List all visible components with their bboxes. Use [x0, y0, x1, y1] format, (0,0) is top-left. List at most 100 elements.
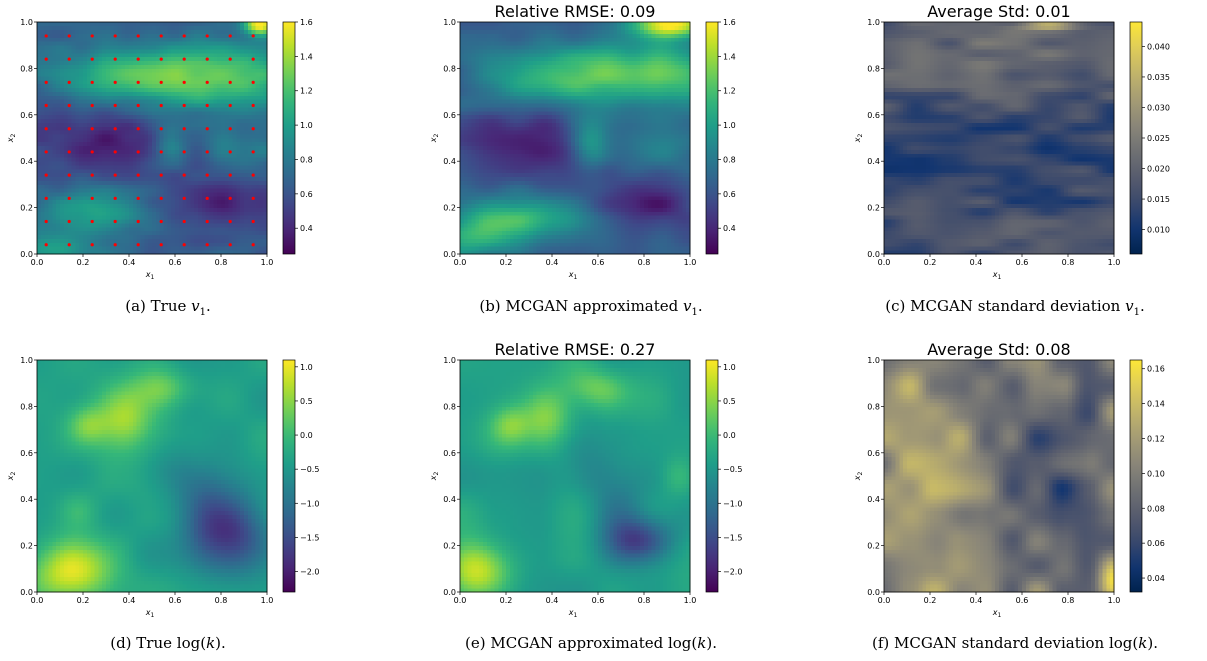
heatmap-cell: [171, 165, 175, 169]
heatmap-cell: [190, 65, 194, 69]
heatmap-cell: [118, 45, 122, 49]
heatmap-cell: [144, 223, 148, 227]
heatmap-cell: [133, 95, 137, 99]
heatmap-cell: [98, 211, 102, 215]
heatmap-cell: [187, 227, 191, 231]
heatmap-cell: [525, 231, 529, 235]
heatmap-cell: [514, 211, 518, 215]
heatmap-cell: [256, 68, 260, 72]
heatmap-cell: [49, 239, 53, 243]
heatmap-cell: [495, 161, 499, 165]
heatmap-cell: [175, 181, 179, 185]
heatmap-cell: [506, 41, 510, 45]
heatmap-cell: [171, 119, 175, 123]
heatmap-cell: [514, 26, 518, 30]
heatmap-cell: [506, 84, 510, 88]
heatmap-cell: [483, 34, 487, 38]
heatmap-cell: [502, 165, 506, 169]
heatmap-cell: [52, 173, 56, 177]
heatmap-cell: [164, 142, 168, 146]
heatmap-cell: [110, 169, 114, 173]
heatmap-cell: [179, 208, 183, 212]
heatmap-cell: [171, 231, 175, 235]
heatmap-cell: [213, 146, 217, 150]
observation-point: [45, 34, 48, 37]
heatmap-cell: [213, 177, 217, 181]
heatmap-cell: [152, 196, 156, 200]
heatmap-cell: [175, 34, 179, 38]
heatmap-cell: [87, 107, 91, 111]
heatmap-cell: [240, 227, 244, 231]
heatmap-cell: [187, 123, 191, 127]
heatmap-cell: [56, 242, 60, 246]
heatmap-cell: [502, 41, 506, 45]
heatmap-cell: [190, 223, 194, 227]
heatmap-cell: [141, 246, 145, 250]
heatmap-cell: [194, 34, 198, 38]
heatmap-cell: [171, 215, 175, 219]
heatmap-cell: [160, 184, 164, 188]
heatmap-cell: [183, 111, 187, 115]
heatmap-cell: [106, 84, 110, 88]
heatmap-cell: [183, 22, 187, 26]
heatmap-cell: [49, 204, 53, 208]
heatmap-cell: [514, 126, 518, 130]
heatmap-cell: [75, 26, 79, 30]
heatmap-cell: [83, 239, 87, 243]
heatmap-cell: [217, 68, 221, 72]
heatmap-cell: [98, 111, 102, 115]
heatmap-cell: [167, 181, 171, 185]
heatmap-cell: [152, 65, 156, 69]
heatmap-cell: [164, 111, 168, 115]
heatmap-cell: [41, 211, 45, 215]
heatmap-cell: [521, 142, 525, 146]
heatmap-cell: [41, 242, 45, 246]
heatmap-cell: [487, 134, 491, 138]
heatmap-cell: [475, 107, 479, 111]
heatmap-cell: [514, 57, 518, 61]
heatmap-cell: [148, 65, 152, 69]
heatmap-cell: [91, 231, 95, 235]
heatmap-cell: [121, 165, 125, 169]
heatmap-cell: [244, 138, 248, 142]
heatmap-cell: [87, 173, 91, 177]
heatmap-cell: [160, 215, 164, 219]
heatmap-cell: [221, 111, 225, 115]
heatmap-cell: [244, 22, 248, 26]
heatmap-cell: [98, 57, 102, 61]
heatmap-cell: [56, 142, 60, 146]
heatmap-cell: [217, 242, 221, 246]
heatmap-cell: [75, 227, 79, 231]
heatmap-cell: [171, 130, 175, 134]
observation-point: [183, 150, 186, 153]
heatmap-cell: [244, 200, 248, 204]
heatmap-cell: [502, 123, 506, 127]
heatmap-cell: [472, 188, 476, 192]
heatmap-cell: [206, 41, 210, 45]
heatmap-cell: [221, 192, 225, 196]
heatmap-cell: [468, 188, 472, 192]
heatmap-cell: [68, 99, 72, 103]
heatmap-cell: [506, 150, 510, 154]
heatmap-cell: [129, 95, 133, 99]
heatmap-cell: [256, 246, 260, 250]
observation-point: [229, 150, 232, 153]
heatmap-cell: [49, 68, 53, 72]
heatmap-cell: [106, 165, 110, 169]
heatmap-cell: [64, 84, 68, 88]
heatmap-cell: [495, 92, 499, 96]
heatmap-cell: [521, 88, 525, 92]
heatmap-cell: [483, 123, 487, 127]
heatmap-cell: [106, 115, 110, 119]
observation-point: [68, 174, 71, 177]
heatmap-cell: [64, 26, 68, 30]
heatmap-cell: [72, 157, 76, 161]
heatmap-cell: [91, 92, 95, 96]
heatmap-cell: [259, 53, 263, 57]
heatmap-cell: [175, 111, 179, 115]
heatmap-cell: [479, 72, 483, 76]
heatmap-cell: [156, 134, 160, 138]
heatmap-cell: [259, 57, 263, 61]
heatmap-cell: [529, 130, 533, 134]
heatmap-cell: [464, 61, 468, 65]
